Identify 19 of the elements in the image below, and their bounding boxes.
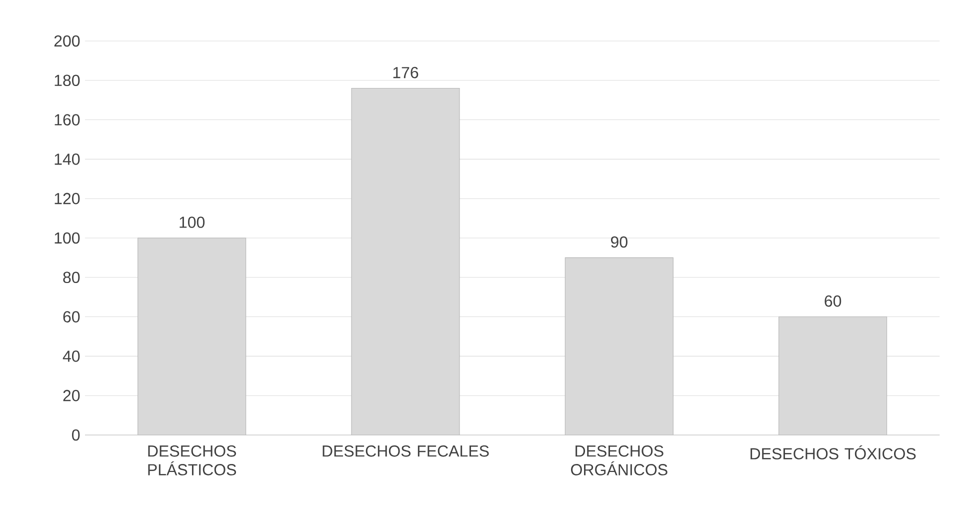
y-tick-label: 160: [54, 114, 80, 126]
y-tick-label: 40: [62, 350, 80, 362]
data-label: 60: [824, 295, 842, 307]
y-tick-label: 60: [63, 311, 80, 322]
data-label: 90: [611, 236, 628, 248]
x-tick-label: DESECHOS FECALES: [322, 445, 489, 457]
y-tick-label: 120: [54, 192, 80, 204]
x-tick-label: DESECHOS PLÁSTICOS: [148, 445, 236, 476]
x-tick-label: DESECHOS TÓXICOS: [750, 445, 916, 460]
y-tick-label: 100: [54, 232, 80, 244]
data-label: 176: [393, 66, 418, 78]
y-tick-label: 180: [54, 74, 80, 86]
y-tick-label: 200: [54, 35, 80, 47]
y-tick-label: 80: [63, 272, 80, 284]
y-tick-label: 0: [72, 429, 80, 441]
data-label: 100: [180, 216, 205, 228]
x-tick-label: DESECHOS ORGÁNICOS: [571, 445, 668, 476]
y-tick-label: 20: [63, 390, 80, 402]
y-tick-label: 140: [54, 154, 80, 165]
